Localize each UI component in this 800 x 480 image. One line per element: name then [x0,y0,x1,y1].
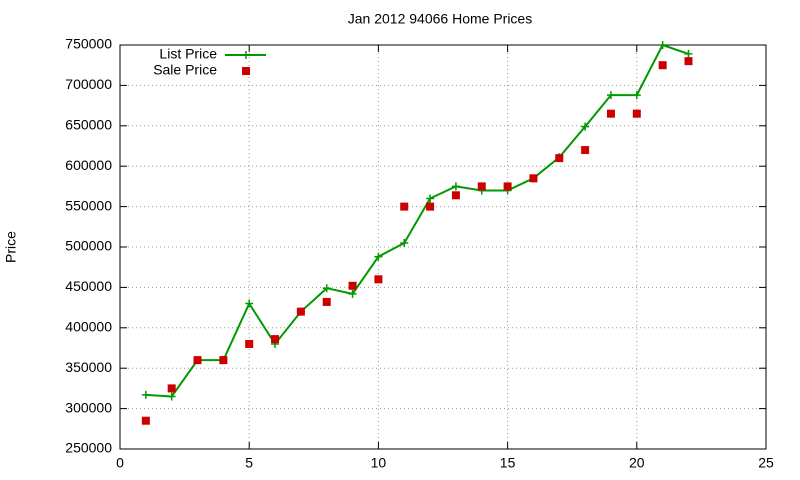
point [451,182,460,191]
legend-marker [242,67,250,75]
point [400,202,409,211]
point [245,339,254,348]
x-tick-label: 20 [629,455,645,471]
y-tick-label: 600000 [65,157,112,173]
point [322,284,331,293]
point [426,194,435,203]
y-tick-label: 250000 [65,440,112,456]
point [167,392,176,401]
y-tick-label: 300000 [65,399,112,415]
point [296,307,305,316]
point [632,109,641,118]
x-tick-label: 25 [758,455,774,471]
point [374,252,383,261]
legend-label: Sale Price [153,62,217,78]
point [658,61,667,70]
point [581,146,590,155]
y-tick-label: 450000 [65,278,112,294]
point [400,238,409,247]
point [684,49,693,58]
point [555,154,564,163]
legend-label: List Price [159,46,217,62]
y-tick-label: 500000 [65,238,112,254]
point [426,202,435,211]
legend-marker [242,51,250,59]
point [503,182,512,191]
chart-title: Jan 2012 94066 Home Prices [348,11,532,27]
point [477,182,486,191]
x-tick-label: 15 [500,455,516,471]
point [348,281,357,290]
y-tick-label: 400000 [65,319,112,335]
point [167,384,176,393]
point [606,109,615,118]
point [451,191,460,200]
y-tick-label: 750000 [65,36,112,52]
point [193,356,202,365]
point [374,275,383,284]
point [581,122,590,131]
point [245,299,254,308]
point [684,57,693,66]
y-tick-label: 700000 [65,76,112,92]
point [141,416,150,425]
point [271,335,280,344]
point [322,297,331,306]
point [141,390,150,399]
x-tick-label: 10 [371,455,387,471]
y-tick-label: 550000 [65,197,112,213]
y-tick-label: 650000 [65,117,112,133]
point [529,174,538,183]
series-line [145,43,689,398]
x-tick-label: 0 [116,455,124,471]
y-tick-label: 350000 [65,359,112,375]
point [219,356,228,365]
point [348,289,357,298]
point [632,91,641,100]
point [658,41,667,49]
point [606,91,615,100]
x-tick-label: 5 [245,455,253,471]
y-axis-label: Price [3,231,19,263]
